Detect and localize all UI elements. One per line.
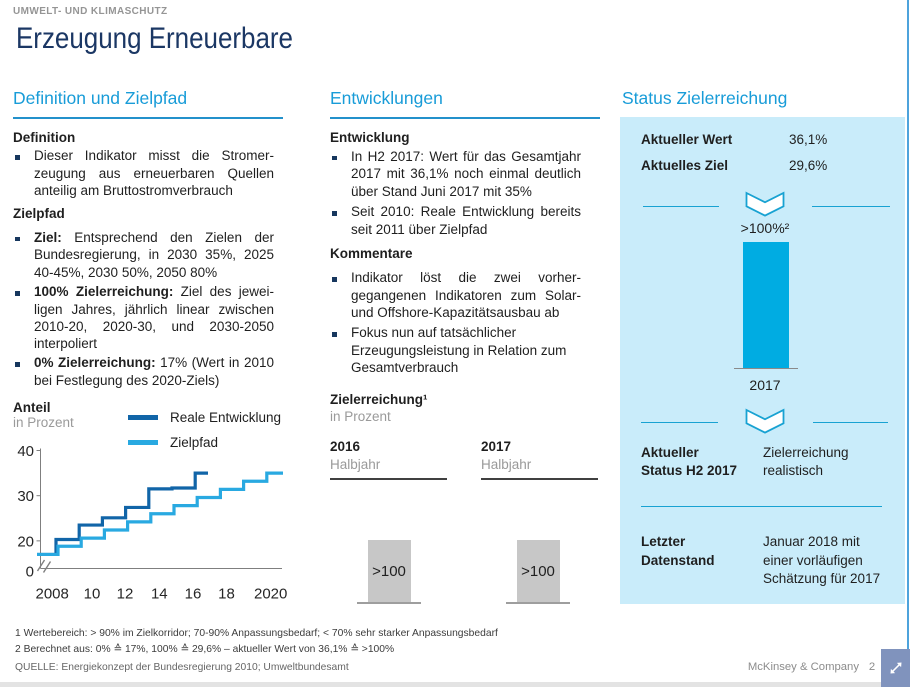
svg-text:30: 30 [17,488,34,505]
chevron-down-icon [745,408,785,434]
datenstand-label: Letzter Datenstand [641,534,715,568]
list-item: 0% Zielerreichung: 17% (Wert in 2010 bei… [15,355,274,388]
kommentare-subheading: Kommentare [330,246,413,262]
expand-icon [890,662,901,674]
status-bar-year: 2017 [749,376,781,393]
legend-item-zielpfad: Zielpfad [128,435,218,450]
legend-swatch-dark [128,415,158,420]
definition-list: Dieser Indikator misst die Stromer-zeugu… [13,147,274,199]
legend-item-reale-entwicklung: Reale Entwicklung [128,410,281,425]
footnote-1: 1 Wertebereich: > 90% im Zielkorridor; 7… [15,628,498,640]
col1-heading-rule [13,117,283,119]
svg-text:10: 10 [84,585,101,602]
status-h2-value: Zielerreichung realistisch [763,445,849,479]
mini-chart-unit: in Prozent [330,409,391,425]
source-line: QUELLE: Energiekonzept der Bundesregieru… [15,662,349,673]
gray-bar-2016: >100 [367,540,411,603]
svg-text:0: 0 [26,564,34,581]
col2-heading-rule [330,117,600,119]
chevron1-line-left [643,205,719,207]
gray-bar-2017-baseline [505,602,570,604]
status-bar [742,242,789,368]
col3-heading: Status Zielerreichung [622,87,788,108]
svg-text:16: 16 [185,585,202,602]
list-item: 100% Zielerreichung: Ziel des jewei-lige… [15,284,274,352]
col2-heading: Entwicklungen [330,87,443,108]
svg-text:2020: 2020 [254,585,287,602]
legend-label: Reale Entwicklung [170,410,282,425]
datenstand-value: Januar 2018 mit einer vorläufigen Schätz… [763,534,881,586]
chart-title: Anteil [13,399,51,415]
entwicklung-list: In H2 2017: Wert für das Gesamtjahr 2017… [330,148,581,238]
col1-heading: Definition und Zielpfad [13,87,188,108]
mini-col-2017-year: 2017 [481,439,512,454]
list-item: Seit 2010: Reale Entwicklung bereits sei… [332,204,581,237]
svg-text:18: 18 [218,585,235,602]
panel-separator [641,505,882,507]
page-number: 2 [868,661,876,673]
legend-label: Zielpfad [170,435,219,450]
mini-chart-title: Zielerreichung¹ [330,391,428,407]
right-border [907,0,909,687]
mini-col-2016-rule [330,478,447,480]
expand-button[interactable] [881,649,910,687]
list-item: Indikator löst die zwei vorher-gegangene… [332,270,581,320]
svg-text:12: 12 [117,585,134,602]
entwicklung-subheading: Entwicklung [330,129,410,145]
svg-text:14: 14 [151,585,168,602]
footnote-2: 2 Berechnet aus: 0% ≙ 17%, 100% ≙ 29,6% … [15,643,395,655]
gray-bar-2017: >100 [516,540,560,603]
chart-unit: in Prozent [13,415,74,431]
aktuelles-ziel-label: Aktuelles Ziel [641,157,729,173]
aktuelles-ziel-value: 29,6% [789,157,828,173]
legend-swatch-cyan [128,440,158,445]
brand-label: McKinsey & Company [747,661,859,673]
kommentare-list: Indikator löst die zwei vorher-gegangene… [330,269,581,376]
svg-text:20: 20 [17,533,34,550]
zielpfad-subheading: Zielpfad [13,206,65,222]
aktueller-wert-label: Aktueller Wert [641,132,733,148]
chevron2-line-left [641,421,718,423]
status-bar-label: >100%² [740,219,790,236]
status-h2-label: Aktueller Status H2 2017 [641,445,738,479]
chevron-down-icon [745,191,785,217]
kicker: UMWELT- UND KLIMASCHUTZ [13,5,168,17]
mini-col-2017-rule [481,478,598,480]
svg-text:40: 40 [17,443,34,460]
chevron2-line-right [813,421,888,423]
definition-subheading: Definition [13,130,76,146]
list-item: Fokus nun auf tatsächlicher Erzeugungsle… [332,324,581,376]
gray-bar-2016-baseline [356,602,421,604]
page-title: Erzeugung Erneuerbare [16,21,293,55]
bottom-strip [0,682,881,687]
status-bar-baseline [734,367,798,369]
list-item: Dieser Indikator misst die Stromer-zeugu… [15,148,274,198]
aktueller-wert-value: 36,1% [789,132,828,148]
mini-col-2016-year: 2016 [330,439,361,454]
svg-text:2008: 2008 [36,585,69,602]
mini-col-2017-sublabel: Halbjahr [481,456,532,472]
list-item: Ziel: Entsprechend den Zielen der Bundes… [15,229,274,280]
mini-col-2016-sublabel: Halbjahr [330,456,381,472]
list-item: In H2 2017: Wert für das Gesamtjahr 2017… [332,148,581,199]
zielpfad-list: Ziel: Entsprechend den Zielen der Bundes… [13,229,274,389]
chevron1-line-right [812,205,890,207]
